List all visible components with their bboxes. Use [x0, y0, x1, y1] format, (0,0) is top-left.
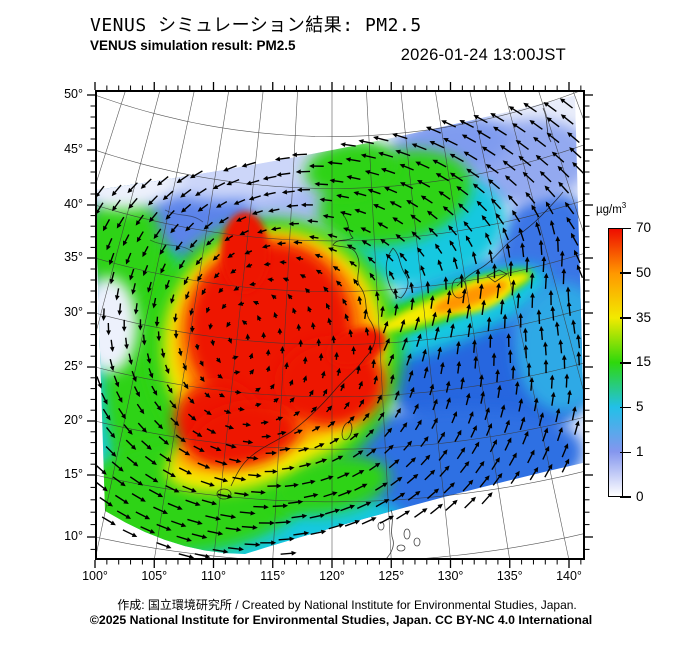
footer-credit-line: 作成: 国立環境研究所 / Created by National Instit… — [117, 598, 577, 612]
colorbar-tick-label: 0 — [636, 488, 644, 504]
colorbar-tick — [620, 451, 631, 454]
x-tick-label: 120° — [319, 569, 345, 583]
y-tick-label: 25° — [64, 359, 83, 373]
y-tick-label: 15° — [64, 467, 83, 481]
pm25-map-canvas — [95, 90, 585, 560]
y-tick-label: 50° — [64, 87, 83, 101]
colorbar-tick-label: 5 — [636, 399, 644, 415]
y-tick-label: 45° — [64, 142, 83, 156]
x-tick-label: 115° — [260, 569, 286, 583]
colorbar-tick-label: 35 — [636, 309, 652, 325]
x-tick-label: 105° — [141, 569, 168, 583]
timestamp-label: 2026-01-24 13:00JST — [400, 46, 566, 64]
colorbar-tick — [620, 272, 631, 274]
colorbar-unit-label: µg/m3 — [596, 201, 627, 216]
x-tick-label: 135° — [496, 569, 523, 583]
x-tick-label: 100° — [82, 569, 108, 583]
x-tick-label: 125° — [378, 569, 405, 583]
x-tick-label: 140° — [556, 569, 582, 583]
colorbar-tick — [620, 317, 631, 319]
colorbar-tick-label: 1 — [636, 444, 644, 460]
page-title-japanese: VENUS シミュレーション結果: PM2.5 — [90, 15, 422, 36]
colorbar-tick — [620, 227, 631, 230]
y-tick-label: 10° — [64, 529, 83, 543]
colorbar-tick — [620, 361, 631, 364]
colorbar-tick-label: 50 — [636, 264, 652, 280]
y-tick-label: 30° — [64, 305, 83, 319]
footer-license-line: ©2025 National Institute for Environment… — [89, 613, 593, 627]
colorbar-tick-label: 70 — [636, 220, 652, 235]
colorbar-tick — [620, 406, 631, 409]
page-title-english: VENUS simulation result: PM2.5 — [90, 38, 296, 53]
x-tick-label: 110° — [201, 569, 226, 583]
y-tick-label: 35° — [64, 250, 83, 264]
colorbar-tick — [620, 496, 631, 499]
y-tick-label: 20° — [64, 413, 83, 427]
colorbar-tick-label: 15 — [636, 354, 652, 370]
y-tick-label: 40° — [64, 197, 83, 211]
x-tick-label: 130° — [437, 569, 464, 583]
